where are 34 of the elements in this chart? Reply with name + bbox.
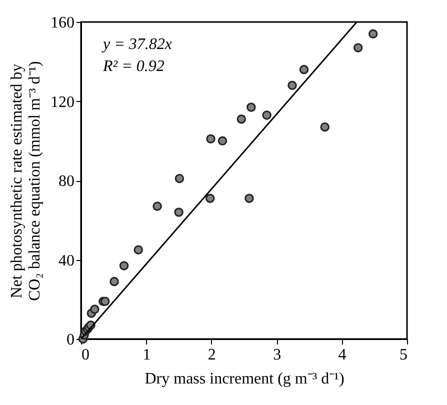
x-tick-label: 3 bbox=[273, 346, 282, 364]
point bbox=[236, 114, 246, 124]
point bbox=[262, 110, 272, 120]
x-axis-title: Dry mass increment (g m⁻³ d⁻¹) bbox=[144, 370, 344, 388]
point bbox=[205, 194, 215, 203]
point bbox=[110, 276, 119, 286]
y-tick-label: 160 bbox=[50, 14, 74, 32]
point bbox=[368, 29, 378, 39]
point bbox=[218, 136, 228, 146]
point bbox=[90, 304, 100, 314]
y-tick-label: 80 bbox=[58, 173, 74, 190]
point bbox=[206, 134, 216, 144]
annotation: R² = 0.92 bbox=[102, 58, 164, 75]
annotation: y = 37.82x bbox=[101, 36, 172, 53]
x-tick-label: 4 bbox=[338, 346, 346, 364]
point bbox=[119, 261, 129, 270]
point bbox=[353, 43, 363, 52]
point bbox=[174, 174, 184, 184]
point bbox=[134, 245, 143, 254]
y-tick-label: 0 bbox=[66, 332, 74, 348]
y-tick-label: 40 bbox=[58, 252, 74, 270]
point bbox=[244, 194, 254, 203]
point bbox=[320, 122, 330, 132]
x-tick-label: 1 bbox=[142, 346, 151, 364]
point bbox=[152, 202, 162, 211]
point bbox=[174, 208, 184, 217]
x-tick-label: 0 bbox=[82, 346, 90, 364]
x-tick-label: 5 bbox=[400, 346, 408, 364]
x-tick-label: 2 bbox=[208, 346, 216, 364]
y-axis-title: Net photosynthetic rate estimated by CO₂ balance equation (mmol m⁻³ d⁻¹) bbox=[8, 61, 44, 301]
point bbox=[246, 102, 256, 112]
point bbox=[288, 80, 297, 90]
y-tick-label: 120 bbox=[50, 94, 74, 111]
point bbox=[299, 64, 309, 74]
